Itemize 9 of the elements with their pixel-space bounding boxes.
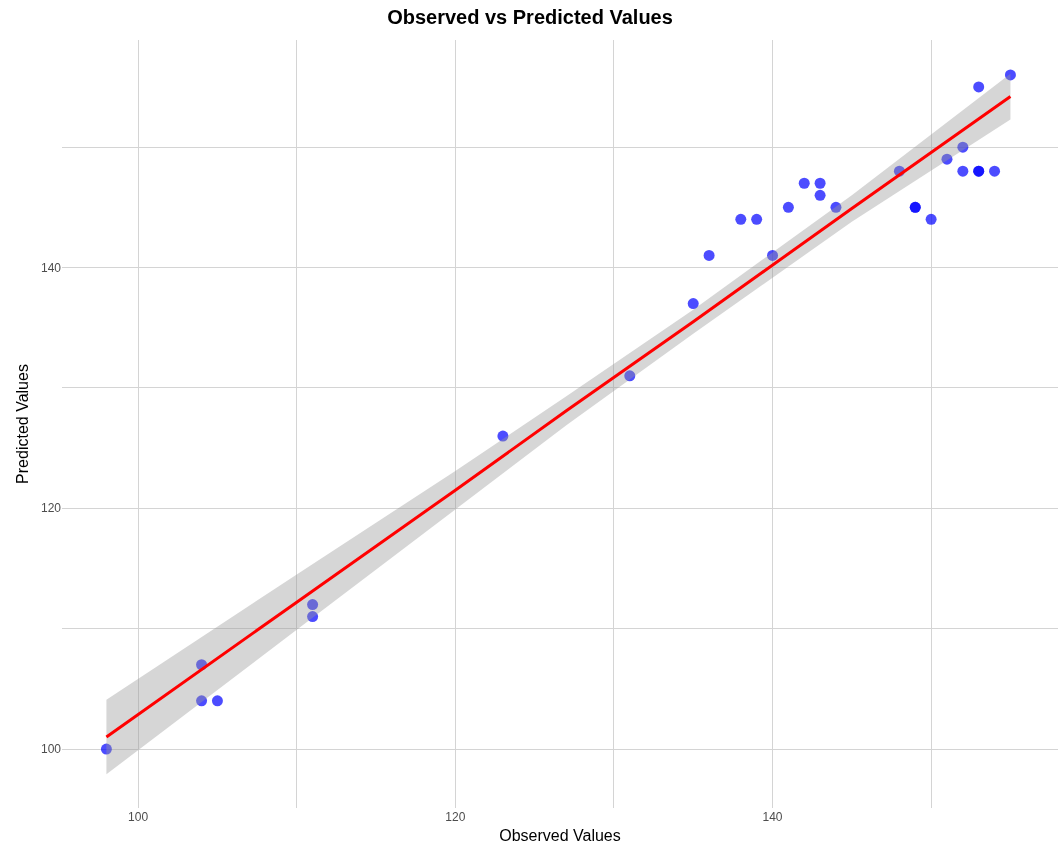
x-tick-label: 120 — [445, 810, 466, 824]
y-tick-label: 140 — [40, 260, 62, 275]
chart-title: Observed vs Predicted Values — [387, 6, 673, 29]
y-tick-label: 120 — [40, 501, 62, 516]
x-tick-label: 140 — [762, 810, 783, 824]
x-tick-label: 100 — [128, 810, 149, 824]
y-axis-title: Predicted Values — [13, 364, 31, 484]
x-axis-title: Observed Values — [499, 826, 621, 844]
y-tick-label: 100 — [40, 742, 62, 757]
